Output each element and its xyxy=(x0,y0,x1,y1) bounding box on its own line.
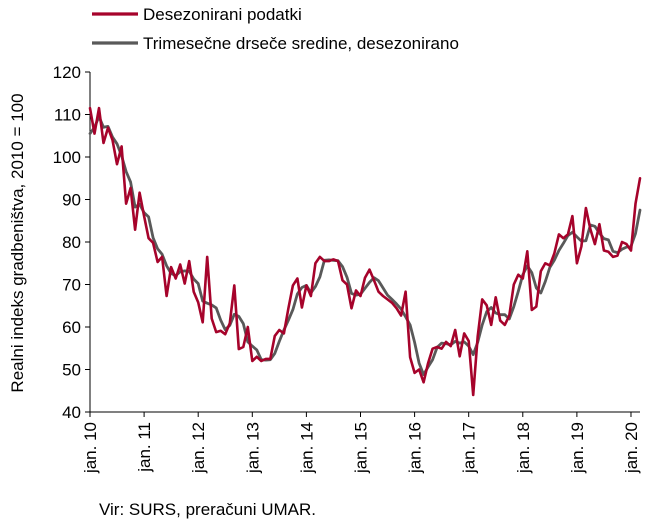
x-tick-label: jan. 15 xyxy=(351,422,370,474)
y-tick-label: 60 xyxy=(62,318,81,337)
x-tick-label: jan. 11 xyxy=(135,422,154,473)
y-tick-label: 110 xyxy=(54,106,81,125)
x-tick-label: jan. 16 xyxy=(406,422,425,474)
x-tick-label: jan. 13 xyxy=(243,422,262,474)
y-tick-label: 90 xyxy=(62,191,81,210)
y-tick-label: 120 xyxy=(53,63,81,82)
x-tick-label: jan. 18 xyxy=(514,422,533,474)
y-tick-label: 50 xyxy=(62,361,81,380)
x-tick-label: jan. 17 xyxy=(460,422,479,474)
legend-label-series-0: Desezonirani podatki xyxy=(143,5,302,24)
x-tick-label: jan. 20 xyxy=(622,422,641,474)
y-axis-ticks: 40 50 60 70 80 90 100 110 120 xyxy=(53,63,90,422)
y-tick-label: 80 xyxy=(62,233,81,252)
x-tick-label: jan. 14 xyxy=(297,422,316,474)
y-axis-title: Realni indeks gradbeništva, 2010 = 100 xyxy=(8,93,27,392)
series-line-desezonirani-podatki xyxy=(88,106,642,397)
x-axis-ticks: jan. 10 jan. 11 jan. 12 jan. 13 jan. 14 jan. … xyxy=(81,412,641,474)
x-tick-label: jan. 19 xyxy=(568,422,587,474)
y-tick-label: 40 xyxy=(62,403,81,422)
x-tick-label: jan. 10 xyxy=(81,422,100,474)
y-tick-label: 100 xyxy=(53,148,81,167)
legend-label-series-1: Trimesečne drseče sredine, desezonirano xyxy=(143,34,459,53)
x-tick-label: jan. 12 xyxy=(189,422,208,474)
source-note: Vir: SURS, preračuni UMAR. xyxy=(99,500,316,519)
y-tick-label: 70 xyxy=(62,276,81,295)
legend: Desezonirani podatki Trimesečne drseče s… xyxy=(92,5,459,53)
